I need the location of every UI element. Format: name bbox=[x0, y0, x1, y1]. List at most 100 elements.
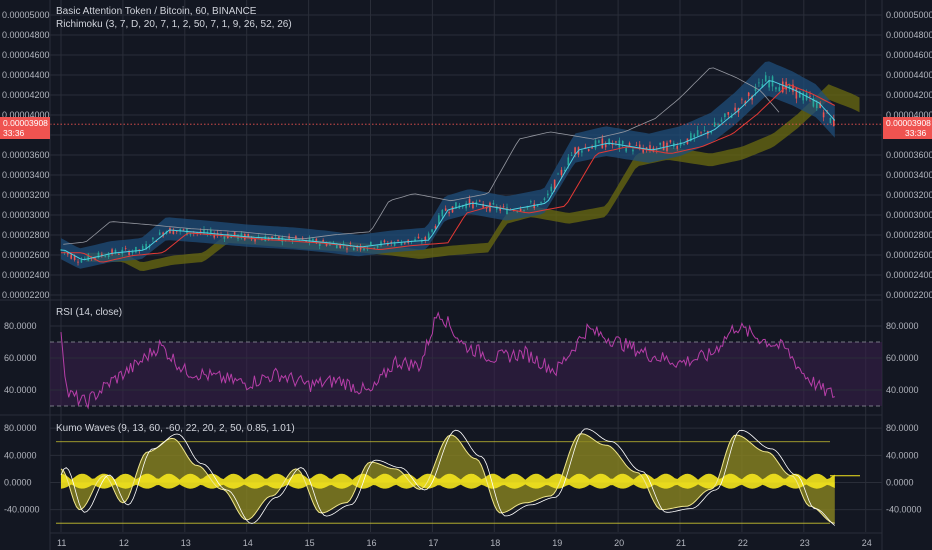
time-axis[interactable]: 11 12 13 14 15 16 17 18 19 20 21 22 23 24 bbox=[50, 532, 882, 548]
candle-body[interactable] bbox=[233, 232, 236, 236]
candle-body[interactable] bbox=[727, 112, 730, 115]
candle-body[interactable] bbox=[390, 241, 393, 244]
candle-body[interactable] bbox=[492, 203, 495, 205]
candle-body[interactable] bbox=[768, 79, 770, 88]
kumo-waves-legend[interactable]: Kumo Waves (9, 13, 60, -60, 22, 20, 2, 5… bbox=[56, 423, 295, 434]
candle-body[interactable] bbox=[724, 113, 726, 118]
candle-body[interactable] bbox=[574, 147, 576, 154]
candle-body[interactable] bbox=[383, 240, 386, 243]
right-price-axis[interactable]: 0.00002200 0.00002400 0.00002600 0.00002800… bbox=[886, 10, 932, 300]
candle-body[interactable] bbox=[594, 140, 597, 149]
candle-body[interactable] bbox=[444, 208, 447, 211]
candle-body[interactable] bbox=[499, 208, 501, 211]
candle-body[interactable] bbox=[758, 82, 760, 84]
candle-body[interactable] bbox=[819, 102, 822, 108]
candle-body[interactable] bbox=[318, 243, 321, 246]
candle-body[interactable] bbox=[587, 149, 590, 152]
candle-body[interactable] bbox=[352, 247, 355, 251]
candle-body[interactable] bbox=[700, 131, 702, 133]
candle-body[interactable] bbox=[73, 256, 76, 260]
candle-body[interactable] bbox=[778, 87, 781, 92]
candle-body[interactable] bbox=[135, 246, 137, 253]
candle-body[interactable] bbox=[628, 142, 631, 147]
candle-body[interactable] bbox=[472, 201, 474, 209]
candle-body[interactable] bbox=[781, 81, 784, 93]
candle-body[interactable] bbox=[254, 238, 256, 242]
candle-body[interactable] bbox=[393, 242, 396, 246]
candle-body[interactable] bbox=[363, 248, 365, 251]
rsi-line[interactable] bbox=[60, 311, 835, 410]
candle-body[interactable] bbox=[795, 88, 798, 99]
candle-body[interactable] bbox=[468, 198, 471, 205]
candle-body[interactable] bbox=[434, 226, 437, 229]
candle-body[interactable] bbox=[730, 116, 733, 118]
candle-body[interactable] bbox=[84, 258, 86, 260]
candle-body[interactable] bbox=[291, 239, 294, 242]
candle-body[interactable] bbox=[833, 119, 835, 126]
candle-body[interactable] bbox=[145, 243, 147, 250]
candle-body[interactable] bbox=[128, 250, 130, 255]
candle-body[interactable] bbox=[182, 229, 185, 231]
candle-body[interactable] bbox=[570, 154, 573, 156]
candle-body[interactable] bbox=[80, 260, 83, 263]
candle-body[interactable] bbox=[67, 252, 69, 255]
candle-body[interactable] bbox=[669, 140, 672, 143]
candle-body[interactable] bbox=[788, 84, 791, 89]
rsi-legend[interactable]: RSI (14, close) bbox=[56, 307, 122, 318]
candle-body[interactable] bbox=[516, 211, 519, 212]
candle-body[interactable] bbox=[189, 233, 192, 235]
candle-body[interactable] bbox=[77, 261, 79, 263]
richimoku-legend[interactable]: Richimoku (3, 7, D, 20, 7, 1, 2, 50, 7, … bbox=[56, 19, 292, 30]
candle-body[interactable] bbox=[339, 243, 341, 248]
candle-body[interactable] bbox=[223, 236, 226, 239]
candle-body[interactable] bbox=[448, 212, 450, 214]
candle-body[interactable] bbox=[761, 84, 764, 88]
candle-body[interactable] bbox=[387, 243, 389, 246]
candle-body[interactable] bbox=[281, 237, 284, 243]
candle-body[interactable] bbox=[308, 237, 311, 243]
candle-body[interactable] bbox=[785, 81, 787, 90]
candle-body[interactable] bbox=[424, 237, 427, 241]
candle-body[interactable] bbox=[175, 231, 178, 232]
candle-body[interactable] bbox=[506, 207, 508, 215]
candle-body[interactable] bbox=[278, 236, 280, 240]
candle-body[interactable] bbox=[131, 251, 134, 254]
candle-body[interactable] bbox=[295, 236, 297, 240]
candle-body[interactable] bbox=[101, 254, 103, 256]
candle-body[interactable] bbox=[747, 92, 750, 97]
candle-body[interactable] bbox=[312, 238, 314, 243]
candle-body[interactable] bbox=[662, 141, 665, 151]
candle-body[interactable] bbox=[97, 252, 100, 258]
candle-body[interactable] bbox=[322, 240, 324, 242]
candle-body[interactable] bbox=[104, 256, 107, 258]
candle-body[interactable] bbox=[172, 229, 175, 235]
candle-body[interactable] bbox=[703, 130, 706, 131]
candle-body[interactable] bbox=[111, 249, 113, 255]
candle-body[interactable] bbox=[502, 206, 505, 208]
candle-body[interactable] bbox=[754, 86, 757, 92]
candle-body[interactable] bbox=[118, 254, 120, 255]
candle-body[interactable] bbox=[60, 249, 62, 251]
candle-body[interactable] bbox=[332, 242, 335, 244]
candle-body[interactable] bbox=[659, 142, 661, 145]
candle-body[interactable] bbox=[693, 134, 696, 138]
candle-body[interactable] bbox=[70, 254, 73, 259]
candle-body[interactable] bbox=[301, 237, 304, 239]
candle-body[interactable] bbox=[798, 91, 801, 98]
candle-body[interactable] bbox=[564, 169, 566, 172]
candle-body[interactable] bbox=[734, 107, 736, 111]
candle-body[interactable] bbox=[203, 229, 205, 234]
candle-body[interactable] bbox=[141, 246, 144, 250]
candle-body[interactable] bbox=[519, 208, 522, 212]
candle-body[interactable] bbox=[264, 236, 267, 242]
candle-body[interactable] bbox=[414, 239, 416, 242]
candle-body[interactable] bbox=[611, 143, 614, 146]
candle-body[interactable] bbox=[114, 249, 117, 254]
candle-body[interactable] bbox=[601, 138, 604, 149]
candle-body[interactable] bbox=[404, 242, 406, 244]
candle-body[interactable] bbox=[94, 257, 96, 259]
candle-body[interactable] bbox=[421, 241, 423, 243]
candle-body[interactable] bbox=[540, 202, 542, 203]
candle-body[interactable] bbox=[649, 145, 651, 151]
